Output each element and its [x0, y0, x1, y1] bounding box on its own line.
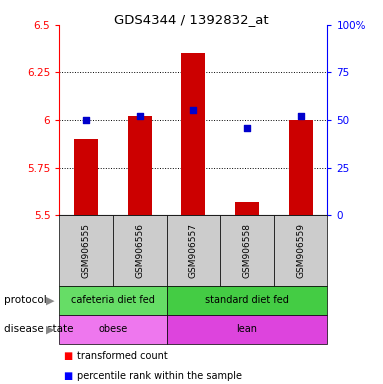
Text: GSM906556: GSM906556 — [135, 223, 144, 278]
Text: GSM906555: GSM906555 — [82, 223, 91, 278]
Text: ■: ■ — [63, 351, 72, 361]
Text: standard diet fed: standard diet fed — [205, 295, 289, 306]
Text: protocol: protocol — [4, 295, 47, 306]
Text: cafeteria diet fed: cafeteria diet fed — [71, 295, 155, 306]
Point — [190, 108, 196, 114]
Bar — [182, 53, 205, 215]
Text: ▶: ▶ — [46, 324, 54, 334]
Bar — [128, 116, 152, 215]
Bar — [74, 139, 98, 215]
Bar — [235, 202, 259, 215]
Text: percentile rank within the sample: percentile rank within the sample — [77, 371, 242, 381]
Point — [137, 113, 143, 119]
Point — [83, 117, 89, 123]
Bar — [289, 120, 313, 215]
Text: GSM906558: GSM906558 — [242, 223, 252, 278]
Text: ▶: ▶ — [46, 295, 54, 306]
Text: transformed count: transformed count — [77, 351, 167, 361]
Text: obese: obese — [98, 324, 128, 334]
Point — [298, 113, 304, 119]
Text: lean: lean — [237, 324, 257, 334]
Text: GSM906557: GSM906557 — [189, 223, 198, 278]
Text: disease state: disease state — [4, 324, 73, 334]
Text: GDS4344 / 1392832_at: GDS4344 / 1392832_at — [114, 13, 269, 26]
Text: ■: ■ — [63, 371, 72, 381]
Point — [244, 124, 250, 131]
Text: GSM906559: GSM906559 — [296, 223, 305, 278]
